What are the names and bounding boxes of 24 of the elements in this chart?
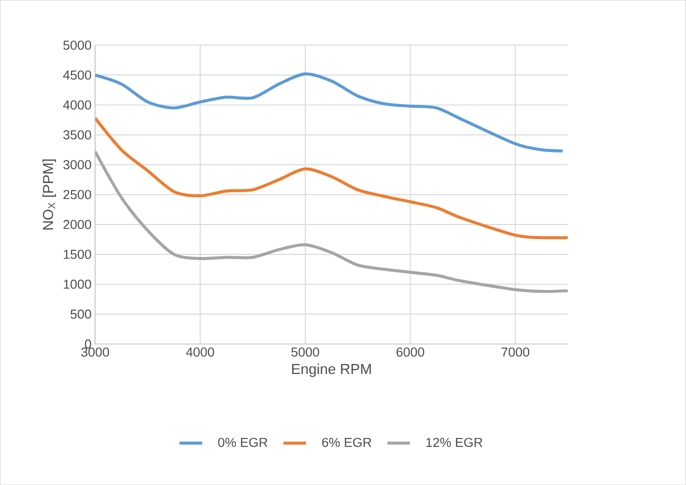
y-tick-label: 2500 [63,190,92,200]
x-tick-label: 4000 [186,347,214,357]
x-tick-label: 5000 [291,347,320,357]
y-tick-label: 1500 [64,250,92,259]
y-tick-label: 2000 [63,220,92,229]
legend-label: 6% EGR [322,438,372,447]
y-axis-title: NO$_{X}$ [PPM] [42,159,56,230]
legend-label: 0% EGR [218,438,268,447]
y-tick-label: 3000 [63,160,92,170]
y-tick-label: 4500 [63,70,92,80]
x-axis-title: Engine RPM [292,363,371,377]
y-tick-label: 1000 [64,280,92,289]
x-tick-label: 7000 [502,347,530,357]
line-series [95,72,564,152]
y-tick-label: 5000 [63,40,92,50]
y-tick-label: 4000 [63,100,92,110]
line-series [95,116,568,240]
x-tick-label: 6000 [396,347,424,357]
line-series [95,150,568,293]
y-tick-label: 0 [84,339,92,349]
legend-label: 12% EGR [426,438,482,447]
y-tick-label: 500 [70,309,92,319]
x-tick-label: 3000 [81,347,110,357]
y-tick-label: 3500 [63,130,92,140]
